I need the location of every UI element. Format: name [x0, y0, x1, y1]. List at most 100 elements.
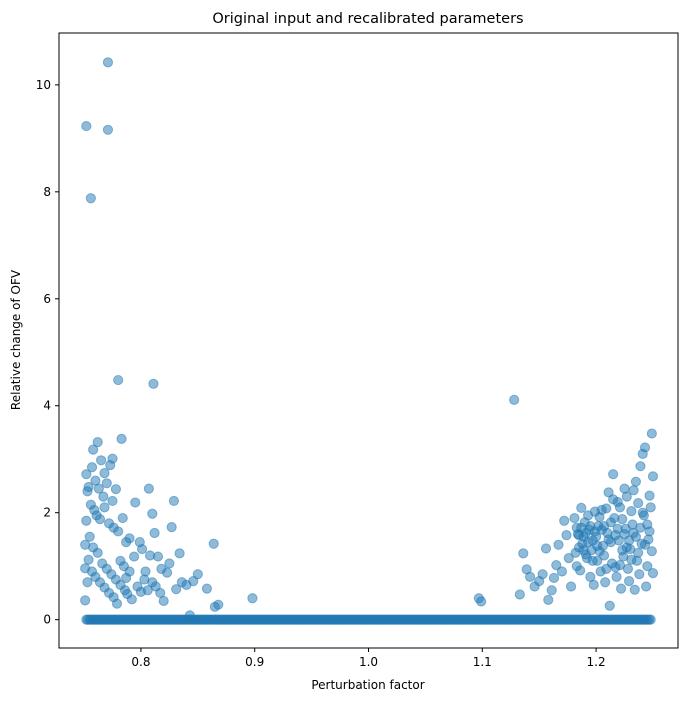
data-point — [126, 594, 137, 605]
plot-points — [80, 57, 659, 625]
data-point — [633, 497, 644, 509]
data-point — [107, 453, 118, 464]
data-point — [213, 599, 224, 610]
data-point — [637, 507, 648, 518]
data-point — [184, 610, 195, 621]
data-point — [600, 577, 611, 588]
data-point — [540, 543, 552, 554]
y-axis-ticks: 0 2 4 6 8 10 — [36, 78, 59, 627]
data-point — [646, 546, 657, 557]
data-point — [639, 442, 651, 453]
y-tick-label: 4 — [43, 399, 51, 413]
data-point — [611, 571, 622, 582]
data-point — [130, 497, 141, 508]
data-point — [148, 378, 159, 389]
data-point — [630, 476, 642, 487]
x-tick-label: 1.0 — [359, 655, 378, 669]
data-point — [192, 569, 203, 580]
data-point — [646, 428, 657, 439]
data-point — [158, 595, 169, 607]
data-point — [247, 593, 258, 604]
data-point — [628, 485, 639, 496]
data-point — [81, 120, 92, 132]
data-point — [98, 491, 109, 502]
data-point — [188, 576, 199, 587]
data-point — [168, 495, 180, 507]
data-point — [518, 548, 529, 559]
x-axis-ticks: 0.8 0.9 1.0 1.1 1.2 — [131, 648, 606, 669]
data-point — [102, 124, 114, 135]
data-point — [553, 539, 564, 550]
data-point — [612, 523, 623, 534]
data-point — [84, 531, 95, 542]
data-point — [111, 598, 123, 609]
data-point — [608, 469, 619, 480]
data-point — [617, 545, 628, 556]
data-point — [143, 483, 154, 494]
data-point — [82, 577, 93, 588]
data-point — [639, 539, 651, 550]
data-point — [614, 502, 626, 513]
data-point — [92, 547, 103, 558]
data-point — [546, 585, 557, 596]
x-tick-label: 0.8 — [131, 655, 150, 669]
data-point — [647, 471, 659, 482]
data-point — [144, 550, 156, 561]
data-point — [644, 526, 655, 537]
data-point — [626, 506, 637, 517]
data-point — [201, 583, 213, 594]
data-point — [110, 484, 121, 495]
data-point — [116, 433, 127, 444]
data-point — [563, 553, 574, 564]
chart-title: Original input and recalibrated paramete… — [212, 11, 523, 27]
data-point — [551, 560, 562, 571]
data-point — [85, 193, 96, 204]
data-point — [174, 548, 185, 559]
data-point — [604, 600, 615, 611]
data-point — [83, 554, 94, 565]
data-point — [509, 394, 520, 405]
data-point — [635, 522, 646, 533]
data-point — [647, 568, 659, 579]
data-point — [561, 530, 572, 541]
data-point — [569, 512, 580, 524]
data-point — [592, 540, 603, 551]
data-point — [642, 561, 653, 572]
data-point — [208, 538, 219, 549]
data-point — [588, 579, 599, 591]
data-point — [598, 550, 610, 561]
x-tick-label: 1.2 — [587, 655, 606, 669]
data-point — [166, 522, 177, 533]
data-point — [629, 584, 640, 595]
data-point — [635, 461, 646, 472]
data-point — [162, 567, 173, 578]
zero-band-point — [645, 614, 656, 625]
data-point — [113, 526, 124, 537]
data-point — [82, 486, 93, 497]
data-point — [99, 502, 110, 513]
data-point — [603, 534, 614, 545]
data-point — [80, 563, 91, 574]
data-point — [605, 517, 616, 528]
data-point — [603, 487, 614, 498]
y-tick-label: 6 — [43, 292, 51, 306]
data-point — [601, 503, 612, 514]
data-point — [576, 502, 587, 513]
data-point — [113, 374, 124, 386]
data-point — [623, 576, 635, 587]
data-point — [93, 483, 104, 494]
data-point — [94, 514, 106, 525]
data-point — [626, 554, 637, 565]
data-point — [556, 566, 568, 577]
y-axis-label: Relative change of OFV — [9, 269, 23, 410]
data-point — [608, 494, 619, 505]
data-point — [616, 583, 627, 594]
data-point — [107, 495, 118, 507]
data-point — [96, 455, 107, 466]
data-point — [164, 558, 175, 569]
data-point — [610, 562, 621, 573]
data-point — [589, 506, 601, 517]
y-tick-label: 0 — [43, 613, 51, 627]
